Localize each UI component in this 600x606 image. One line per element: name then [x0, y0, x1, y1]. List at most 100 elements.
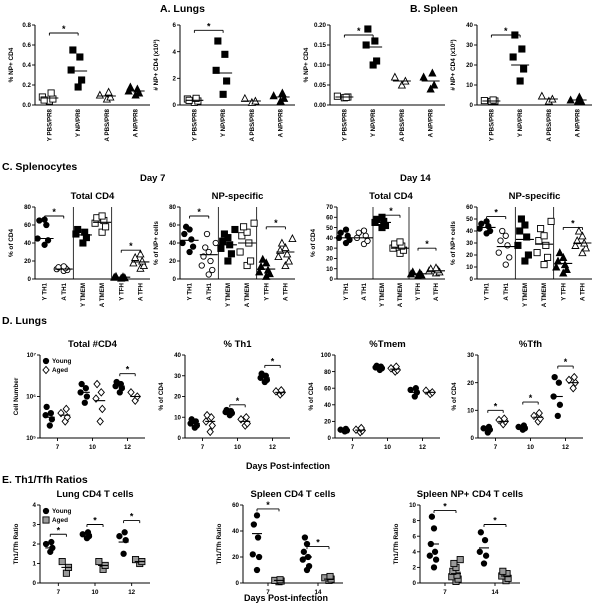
- data-point: [212, 239, 219, 247]
- data-point: [419, 72, 428, 81]
- data-point: [62, 404, 70, 414]
- data-point: [560, 260, 570, 269]
- data-point: [480, 560, 488, 567]
- day-14-title: Day 14: [400, 173, 431, 184]
- data-point: [281, 243, 290, 252]
- data-point: [431, 548, 439, 555]
- x-tick-label: Y PBS/PR8: [341, 108, 348, 141]
- y-tick-label: 0.8: [22, 22, 31, 29]
- data-point: [231, 225, 239, 234]
- chart-title: % Th1: [224, 339, 253, 350]
- chart-a1: 0.0 0.2 0.4 0.6 0.8 % NP+ CD4 Y PBS/PR8 Y NP/PR…: [8, 22, 150, 141]
- data-point: [207, 257, 214, 265]
- data-point: [299, 556, 306, 563]
- y-tick-label: 30: [326, 245, 333, 252]
- y-axis-label: % NP+ CD4: [303, 47, 310, 82]
- data-point: [516, 227, 524, 235]
- x-tick-label: 12: [124, 444, 131, 451]
- section-title-b: B. Spleen: [410, 3, 458, 15]
- chart-e2: Spleen CD4 T cells 0 20 40 60 Th1/Tfh Ratio 7 1…: [216, 489, 343, 596]
- data-point: [98, 404, 106, 414]
- y-tick-label: 1: [33, 561, 37, 568]
- y-axis-label: Cell Number: [13, 377, 20, 415]
- data-point: [188, 236, 195, 243]
- data-point: [573, 236, 582, 245]
- x-tick-label: 7: [56, 444, 60, 451]
- section-title-a: A. Lungs: [160, 3, 205, 15]
- chart-title: %Tmem: [369, 339, 405, 350]
- data-point: [47, 89, 55, 97]
- chart-d4: %Tfh 0 10 20 30 % of CD4 7 10 12 * * *: [451, 339, 583, 451]
- x-tick-label: 10: [527, 444, 534, 451]
- y-tick-label: 10⁷: [27, 352, 37, 359]
- data-point: [278, 88, 287, 97]
- y-axis-label: # NP+ CD4 (x10³): [153, 39, 160, 90]
- data-point: [179, 239, 186, 247]
- significance-star: *: [564, 357, 568, 367]
- x-tick-label: Y TH1: [343, 282, 350, 300]
- significance-star: *: [274, 218, 278, 228]
- data-point: [96, 417, 104, 426]
- y-tick-label: 3: [33, 522, 37, 529]
- significance-star: *: [271, 356, 275, 366]
- legend-aged-marker: [42, 365, 50, 375]
- data-point: [138, 256, 147, 265]
- x-tick-label: Y TMEM: [522, 283, 529, 307]
- y-tick-label: 0: [236, 580, 240, 587]
- data-point: [78, 380, 85, 388]
- y-tick-label: 4: [413, 549, 417, 556]
- data-point: [118, 272, 128, 281]
- y-tick-label: 0: [328, 435, 332, 442]
- data-point: [502, 232, 509, 239]
- data-point: [500, 414, 508, 423]
- chart-d3: %Tmem 0 20 40 60 80 100 % of CD4 7 10 12: [308, 339, 440, 451]
- data-point: [565, 375, 573, 385]
- y-tick-label: 30: [466, 42, 473, 49]
- data-point: [530, 411, 538, 421]
- data-point: [217, 244, 225, 252]
- y-tick-label: 60: [326, 214, 333, 221]
- data-point: [203, 410, 211, 420]
- data-point: [41, 241, 48, 248]
- x-tick-label: A NP/PR8: [278, 108, 285, 137]
- section-title-d: D. Lungs: [2, 315, 47, 327]
- data-point: [288, 234, 297, 243]
- data-point: [497, 237, 504, 244]
- legend-young-label: Young: [52, 358, 71, 365]
- data-point: [258, 370, 265, 377]
- data-point: [453, 571, 461, 579]
- x-tick-label: A TFH: [282, 282, 289, 301]
- data-point: [360, 227, 368, 234]
- x-tick-label: Y TFH: [118, 282, 125, 300]
- data-point: [40, 96, 48, 104]
- data-point: [223, 406, 230, 414]
- y-tick-label: 30: [174, 373, 181, 380]
- data-point: [337, 426, 344, 433]
- data-point: [428, 68, 437, 77]
- y-tick-label: 10⁶: [26, 394, 36, 401]
- x-tick-label: A PBS/PR8: [249, 108, 256, 141]
- y-tick-label: 20: [169, 258, 176, 265]
- data-point: [78, 76, 86, 84]
- legend-young-label: Young: [52, 508, 71, 515]
- data-point: [392, 362, 400, 371]
- legend-aged-marker: [42, 516, 50, 524]
- data-point: [524, 251, 532, 259]
- data-point: [521, 257, 529, 265]
- significance-star: *: [62, 24, 66, 34]
- chart-e3: Spleen NP+ CD4 T cells 0 2 4 6 8 10 Th1/Tfh Rat…: [393, 489, 523, 596]
- y-tick-label: 30: [467, 352, 474, 359]
- data-point: [181, 230, 188, 238]
- x-tick-label: A TH1: [206, 282, 213, 300]
- y-axis-label: % of NP+ cells: [153, 221, 160, 265]
- y-axis-label: % of CD4: [451, 382, 458, 410]
- data-point: [478, 220, 485, 227]
- significance-star: *: [494, 401, 498, 411]
- data-point: [485, 423, 492, 431]
- data-point: [279, 93, 289, 102]
- y-tick-label: 60: [169, 222, 176, 229]
- x-tick-label: 7: [201, 444, 205, 451]
- x-tick-label: Y TMEM: [379, 283, 386, 307]
- data-point: [203, 230, 211, 238]
- significance-star: *: [207, 21, 211, 31]
